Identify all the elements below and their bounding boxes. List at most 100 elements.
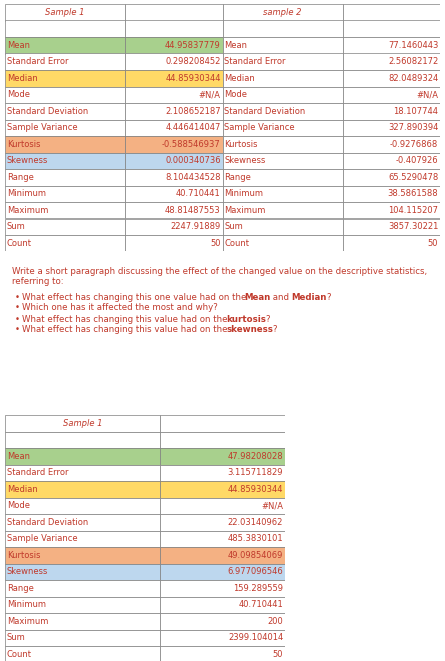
Bar	[5, 120, 125, 136]
Bar	[5, 20, 125, 37]
Bar	[160, 514, 285, 531]
Bar	[125, 70, 222, 87]
Bar	[222, 120, 343, 136]
Bar	[343, 169, 440, 186]
Bar	[222, 37, 343, 54]
Text: Minimum: Minimum	[224, 189, 263, 198]
Bar	[5, 54, 125, 70]
Text: 40.710441: 40.710441	[239, 600, 283, 609]
Text: 3.115711829: 3.115711829	[228, 468, 283, 477]
Text: 18.107744: 18.107744	[393, 106, 438, 116]
Text: Kurtosis: Kurtosis	[7, 139, 40, 149]
Text: 104.115207: 104.115207	[388, 206, 438, 215]
Bar	[222, 219, 343, 235]
Text: Sample 1: Sample 1	[63, 419, 102, 428]
Text: Sample Variance: Sample Variance	[7, 123, 77, 132]
Bar	[5, 629, 160, 646]
Bar	[5, 432, 160, 448]
Bar	[160, 646, 285, 661]
Bar	[222, 20, 343, 37]
Text: Write a short paragraph discussing the effect of the changed value on the descri: Write a short paragraph discussing the e…	[12, 266, 427, 276]
Text: Mode: Mode	[7, 501, 30, 510]
Bar	[5, 514, 160, 531]
Text: skewness: skewness	[226, 325, 273, 334]
Bar	[125, 153, 222, 169]
Text: 47.98208028: 47.98208028	[227, 451, 283, 461]
Bar	[160, 415, 285, 432]
Bar	[5, 219, 125, 235]
Bar	[5, 481, 160, 498]
Bar	[125, 219, 222, 235]
Text: ?: ?	[272, 325, 277, 334]
Bar	[125, 37, 222, 54]
Bar	[343, 4, 440, 20]
Text: Mean: Mean	[245, 293, 271, 301]
Bar	[222, 70, 343, 87]
Bar	[222, 87, 343, 103]
Bar	[222, 4, 343, 20]
Bar	[5, 103, 125, 120]
Bar	[5, 547, 160, 563]
Text: •: •	[14, 315, 19, 323]
Bar	[343, 70, 440, 87]
Text: Median: Median	[7, 485, 37, 494]
Text: Sum: Sum	[7, 633, 25, 642]
Text: 2247.91889: 2247.91889	[170, 222, 221, 231]
Text: Which one has it affected the most and why?: Which one has it affected the most and w…	[22, 303, 218, 313]
Text: Median: Median	[7, 74, 37, 83]
Bar	[5, 70, 125, 87]
Text: 50: 50	[428, 239, 438, 248]
Text: 82.0489324: 82.0489324	[388, 74, 438, 83]
Text: 44.85930344: 44.85930344	[165, 74, 221, 83]
Text: Count: Count	[7, 650, 32, 659]
Text: 77.1460443: 77.1460443	[388, 41, 438, 50]
Text: Sample Variance: Sample Variance	[7, 534, 77, 543]
Bar	[125, 20, 222, 37]
Text: #N/A: #N/A	[416, 91, 438, 99]
Text: 0.298208452: 0.298208452	[166, 58, 221, 66]
Bar	[160, 498, 285, 514]
Bar	[5, 498, 160, 514]
Bar	[343, 219, 440, 235]
Bar	[222, 153, 343, 169]
Text: Mode: Mode	[7, 91, 30, 99]
Bar	[160, 547, 285, 563]
Text: Maximum: Maximum	[7, 617, 48, 626]
Text: #N/A: #N/A	[261, 501, 283, 510]
Text: 4.446414047: 4.446414047	[166, 123, 221, 132]
Text: 159.289559: 159.289559	[233, 584, 283, 593]
Bar	[5, 613, 160, 629]
Bar	[343, 20, 440, 37]
Text: ?: ?	[326, 293, 331, 301]
Text: -0.588546937: -0.588546937	[162, 139, 221, 149]
Bar	[160, 629, 285, 646]
Text: 6.977096546: 6.977096546	[227, 567, 283, 576]
Text: 44.85930344: 44.85930344	[228, 485, 283, 494]
Bar	[125, 202, 222, 219]
Text: 50: 50	[210, 239, 221, 248]
Bar	[222, 202, 343, 219]
Text: #N/A: #N/A	[199, 91, 221, 99]
Bar	[125, 169, 222, 186]
Bar	[125, 103, 222, 120]
Text: 3857.30221: 3857.30221	[388, 222, 438, 231]
Bar	[343, 87, 440, 103]
Text: and: and	[271, 293, 292, 301]
Bar	[343, 202, 440, 219]
Text: Skewness: Skewness	[224, 156, 266, 165]
Bar	[160, 481, 285, 498]
Text: 2399.104014: 2399.104014	[228, 633, 283, 642]
Bar	[160, 531, 285, 547]
Text: referring to:: referring to:	[12, 278, 64, 286]
Text: Count: Count	[224, 239, 249, 248]
Text: Range: Range	[7, 584, 34, 593]
Bar	[160, 596, 285, 613]
Text: 485.3830101: 485.3830101	[227, 534, 283, 543]
Text: Skewness: Skewness	[7, 156, 48, 165]
Bar	[5, 4, 125, 20]
Bar	[5, 415, 160, 432]
Text: Mean: Mean	[7, 41, 30, 50]
Text: Maximum: Maximum	[224, 206, 266, 215]
Text: Standard Deviation: Standard Deviation	[7, 106, 88, 116]
Bar	[5, 87, 125, 103]
